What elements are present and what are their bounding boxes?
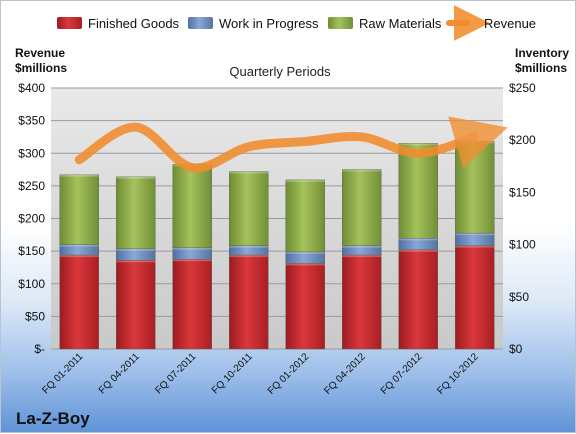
bar-highlight <box>116 176 156 179</box>
right-tick-label: $150 <box>509 185 536 199</box>
bar-raw-materials <box>229 171 269 246</box>
legend-label-finished-goods: Finished Goods <box>88 16 180 31</box>
left-tick-label: $150 <box>18 244 45 258</box>
left-tick-label: $50 <box>25 309 45 323</box>
category-label: FQ 04-2012 <box>322 351 368 397</box>
bar-highlight <box>285 179 325 182</box>
bar-highlight <box>285 251 325 254</box>
bar-raw-materials <box>172 164 212 248</box>
legend-swatch-raw-materials <box>328 17 353 29</box>
bar-finished-goods <box>455 245 495 350</box>
right-tick-label: $0 <box>509 342 523 356</box>
bar-highlight <box>59 174 99 177</box>
category-label: FQ 04-2011 <box>97 351 142 396</box>
left-tick-label: $250 <box>18 179 45 193</box>
right-axis-ticks: $0 $50 $100 $150 $200 $250 <box>509 81 536 356</box>
left-tick-label: $100 <box>18 277 45 291</box>
bar-finished-goods <box>398 249 438 350</box>
bar-highlight <box>342 255 382 258</box>
left-axis-title-line1: Revenue <box>15 46 65 60</box>
bar-raw-materials <box>342 169 382 246</box>
category-label: FQ 10-2011 <box>210 351 255 396</box>
bar-highlight <box>172 259 212 262</box>
left-tick-label: $400 <box>18 81 45 95</box>
legend-swatch-finished-goods <box>57 17 82 29</box>
bar-highlight <box>455 245 495 248</box>
bar-finished-goods <box>342 254 382 350</box>
bar-highlight <box>398 143 438 146</box>
bar-raw-materials <box>398 143 438 239</box>
left-tick-label: $- <box>34 342 45 356</box>
bar-highlight <box>116 260 156 263</box>
bar-finished-goods <box>59 254 99 350</box>
bar-highlight <box>342 169 382 172</box>
right-tick-label: $200 <box>509 133 536 147</box>
bar-highlight <box>172 247 212 250</box>
right-tick-label: $100 <box>509 238 536 252</box>
right-tick-label: $250 <box>509 81 536 95</box>
left-axis-ticks: $- $50 $100 $150 $200 $250 $300 $350 $400 <box>18 81 45 356</box>
category-label: FQ 10-2012 <box>435 351 481 397</box>
legend-label-work-in-progress: Work in Progress <box>219 16 319 31</box>
legend-swatch-work-in-progress <box>188 17 213 29</box>
left-tick-label: $350 <box>18 114 45 128</box>
bar-finished-goods <box>229 254 269 350</box>
bar-highlight <box>398 249 438 252</box>
legend: Finished Goods Work in Progress Raw Mate… <box>57 5 536 41</box>
bar-highlight <box>229 255 269 258</box>
bar-highlight <box>398 238 438 241</box>
bar-highlight <box>229 171 269 174</box>
bar-highlight <box>59 244 99 247</box>
bar-highlight <box>229 245 269 248</box>
bar-highlight <box>455 233 495 236</box>
revenue-line <box>74 116 508 173</box>
bar-highlight <box>59 255 99 258</box>
bar-highlight <box>285 263 325 266</box>
right-tick-label: $50 <box>509 290 529 304</box>
category-labels: FQ 01-2011 FQ 04-2011 FQ 07-2011 FQ 10-2011… <box>40 351 481 397</box>
category-label: FQ 01-2012 <box>266 351 312 397</box>
category-label: FQ 07-2011 <box>153 351 198 396</box>
company-name: La-Z-Boy <box>16 409 90 428</box>
category-label: FQ 07-2012 <box>379 351 425 397</box>
left-tick-label: $300 <box>18 146 45 160</box>
bars <box>59 141 495 350</box>
chart-title: Quarterly Periods <box>229 64 331 79</box>
left-tick-label: $200 <box>18 212 45 226</box>
bar-raw-materials <box>285 179 325 253</box>
right-axis-title-line1: Inventory <box>515 46 569 60</box>
legend-label-revenue: Revenue <box>484 16 536 31</box>
left-axis-title-line2: $millions <box>15 61 67 75</box>
bar-finished-goods <box>285 263 325 350</box>
right-axis-title-line2: $millions <box>515 61 567 75</box>
bar-finished-goods <box>172 259 212 350</box>
bar-raw-materials <box>455 141 495 234</box>
bar-finished-goods <box>116 260 156 350</box>
bar-raw-materials <box>116 176 156 249</box>
line-revenue <box>74 116 508 173</box>
bar-raw-materials <box>59 174 99 245</box>
bar-highlight <box>342 245 382 248</box>
category-label: FQ 01-2011 <box>40 351 85 396</box>
legend-label-raw-materials: Raw Materials <box>359 16 442 31</box>
bar-highlight <box>116 248 156 251</box>
